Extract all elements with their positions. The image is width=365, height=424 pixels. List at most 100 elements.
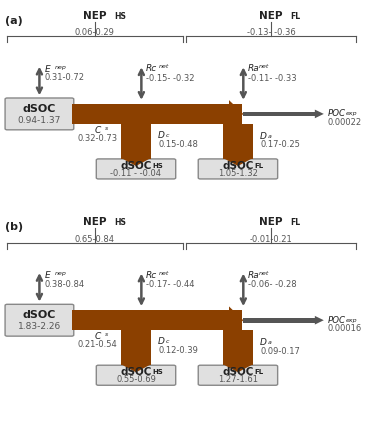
- FancyBboxPatch shape: [96, 159, 176, 179]
- Text: Ra: Ra: [247, 64, 260, 73]
- Text: 1.05-1.32: 1.05-1.32: [218, 169, 258, 178]
- Text: 1.83-2.26: 1.83-2.26: [18, 322, 61, 331]
- Polygon shape: [315, 109, 324, 118]
- Polygon shape: [315, 316, 324, 324]
- Text: c: c: [165, 133, 169, 138]
- Text: 0.65-0.84: 0.65-0.84: [75, 235, 115, 244]
- Polygon shape: [131, 313, 144, 327]
- Text: c: c: [165, 339, 169, 344]
- Text: POC: POC: [327, 316, 345, 325]
- Text: 0.31-0.72: 0.31-0.72: [45, 73, 85, 82]
- Text: net: net: [258, 271, 269, 276]
- Text: dSOC: dSOC: [222, 161, 254, 171]
- Text: HS: HS: [115, 11, 126, 21]
- Text: D: D: [158, 131, 165, 140]
- Text: 0.00016: 0.00016: [327, 324, 362, 333]
- Text: 0.00022: 0.00022: [327, 118, 361, 127]
- Text: a: a: [267, 340, 271, 345]
- Text: E: E: [45, 271, 50, 280]
- Text: 0.09-0.17: 0.09-0.17: [260, 347, 300, 356]
- Polygon shape: [224, 365, 252, 372]
- Polygon shape: [121, 330, 151, 365]
- Polygon shape: [131, 107, 144, 121]
- Polygon shape: [131, 310, 229, 330]
- Polygon shape: [229, 310, 242, 330]
- Text: s: s: [105, 332, 109, 337]
- Polygon shape: [131, 104, 229, 124]
- Text: nep: nep: [55, 65, 67, 70]
- Polygon shape: [72, 104, 131, 124]
- Text: E: E: [45, 65, 50, 74]
- Polygon shape: [224, 159, 252, 166]
- Polygon shape: [223, 330, 253, 365]
- Text: net: net: [258, 64, 269, 70]
- Text: -0.06- -0.28: -0.06- -0.28: [247, 280, 296, 289]
- Text: NEP: NEP: [259, 217, 283, 227]
- Text: C: C: [95, 332, 101, 341]
- Text: -0.11 - -0.04: -0.11 - -0.04: [111, 169, 161, 178]
- Polygon shape: [122, 159, 150, 166]
- Polygon shape: [229, 307, 243, 334]
- Polygon shape: [121, 124, 151, 159]
- Text: exp: exp: [345, 112, 357, 117]
- Text: dSOC: dSOC: [120, 161, 152, 171]
- Text: 0.38-0.84: 0.38-0.84: [45, 279, 85, 289]
- Text: HS: HS: [152, 369, 163, 375]
- Text: s: s: [105, 126, 109, 131]
- Text: HS: HS: [115, 218, 126, 227]
- FancyBboxPatch shape: [198, 365, 278, 385]
- FancyBboxPatch shape: [5, 304, 74, 336]
- Text: 0.12-0.39: 0.12-0.39: [158, 346, 198, 355]
- Text: 0.15-0.48: 0.15-0.48: [158, 140, 198, 149]
- Text: net: net: [159, 64, 170, 70]
- Text: 0.21-0.54: 0.21-0.54: [78, 340, 118, 349]
- Text: exp: exp: [345, 318, 357, 323]
- Text: FL: FL: [254, 163, 263, 169]
- Text: D: D: [260, 132, 267, 141]
- Text: NEP: NEP: [83, 11, 107, 21]
- Polygon shape: [243, 112, 315, 116]
- Text: Ra: Ra: [247, 271, 260, 280]
- Text: (b): (b): [5, 222, 24, 232]
- Text: 0.32-0.73: 0.32-0.73: [77, 134, 118, 142]
- Text: FL: FL: [291, 218, 301, 227]
- Text: -0.13- -0.36: -0.13- -0.36: [247, 28, 295, 37]
- Text: FL: FL: [291, 11, 301, 21]
- Text: -0.15- -0.32: -0.15- -0.32: [146, 74, 194, 83]
- Text: -0.01-0.21: -0.01-0.21: [250, 235, 292, 244]
- Polygon shape: [229, 104, 242, 124]
- Text: (a): (a): [5, 16, 23, 26]
- Text: D: D: [260, 338, 267, 347]
- Text: D: D: [158, 337, 165, 346]
- Text: dSOC: dSOC: [222, 367, 254, 377]
- Polygon shape: [223, 124, 253, 159]
- Polygon shape: [122, 365, 150, 372]
- Text: -0.17- -0.44: -0.17- -0.44: [146, 280, 194, 289]
- Text: FL: FL: [254, 369, 263, 375]
- Text: NEP: NEP: [259, 11, 283, 21]
- Text: C: C: [95, 126, 101, 135]
- Text: Rc: Rc: [146, 271, 157, 280]
- Text: dSOC: dSOC: [120, 367, 152, 377]
- Text: net: net: [159, 271, 170, 276]
- Polygon shape: [229, 100, 243, 128]
- Text: 0.55-0.69: 0.55-0.69: [116, 375, 156, 384]
- FancyBboxPatch shape: [96, 365, 176, 385]
- Text: HS: HS: [152, 163, 163, 169]
- Text: dSOC: dSOC: [23, 104, 56, 114]
- Text: a: a: [267, 134, 271, 139]
- Text: dSOC: dSOC: [23, 310, 56, 320]
- Text: 1.27-1.61: 1.27-1.61: [218, 375, 258, 384]
- Polygon shape: [243, 318, 315, 323]
- Text: 0.06-0.29: 0.06-0.29: [75, 28, 115, 37]
- FancyBboxPatch shape: [5, 98, 74, 130]
- Text: 0.17-0.25: 0.17-0.25: [260, 140, 300, 149]
- Text: 0.94-1.37: 0.94-1.37: [18, 116, 61, 125]
- Text: nep: nep: [55, 271, 67, 276]
- Polygon shape: [72, 310, 131, 330]
- Text: Rc: Rc: [146, 64, 157, 73]
- Text: POC: POC: [327, 109, 345, 118]
- Text: -0.11- -0.33: -0.11- -0.33: [247, 74, 296, 83]
- Text: NEP: NEP: [83, 217, 107, 227]
- FancyBboxPatch shape: [198, 159, 278, 179]
